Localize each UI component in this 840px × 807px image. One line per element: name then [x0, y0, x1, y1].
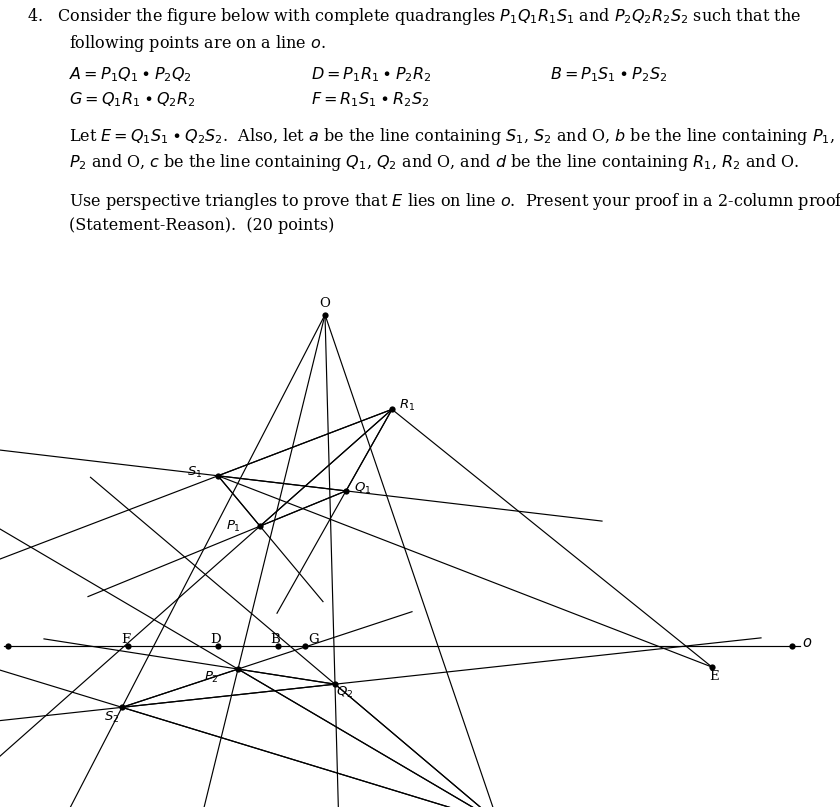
Text: 4.   Consider the figure below with complete quadrangles $P_1Q_1R_1S_1$ and $P_2: 4. Consider the figure below with comple… — [27, 6, 801, 27]
Text: O: O — [319, 297, 330, 310]
Text: F: F — [121, 633, 130, 646]
Text: $D = P_1R_1 \bullet P_2R_2$: $D = P_1R_1 \bullet P_2R_2$ — [311, 65, 431, 84]
Text: $P_2$: $P_2$ — [203, 670, 218, 684]
Text: $S_2$: $S_2$ — [104, 710, 119, 725]
Text: G: G — [308, 633, 318, 646]
Text: $Q_2$: $Q_2$ — [336, 685, 354, 700]
Text: B: B — [270, 633, 281, 646]
Text: D: D — [210, 633, 221, 646]
Text: E: E — [709, 670, 718, 683]
Text: $R_1$: $R_1$ — [399, 398, 415, 413]
Text: $G = Q_1R_1 \bullet Q_2R_2$: $G = Q_1R_1 \bullet Q_2R_2$ — [69, 90, 195, 109]
Text: Let $E = Q_1S_1 \bullet Q_2S_2$.  Also, let $a$ be the line containing $S_1$, $S: Let $E = Q_1S_1 \bullet Q_2S_2$. Also, l… — [69, 126, 835, 147]
Text: $A = P_1Q_1 \bullet P_2Q_2$: $A = P_1Q_1 \bullet P_2Q_2$ — [69, 65, 192, 84]
Text: $P_1$: $P_1$ — [226, 519, 240, 533]
Text: $P_2$ and O, $c$ be the line containing $Q_1$, $Q_2$ and O, and $d$ be the line : $P_2$ and O, $c$ be the line containing … — [69, 153, 799, 174]
Text: $Q_1$: $Q_1$ — [354, 481, 371, 496]
Text: $o$: $o$ — [802, 637, 812, 650]
Text: $F = R_1S_1 \bullet R_2S_2$: $F = R_1S_1 \bullet R_2S_2$ — [311, 90, 429, 109]
Text: Use perspective triangles to prove that $E$ lies on line $o$.  Present your proo: Use perspective triangles to prove that … — [69, 191, 840, 212]
Text: $S_1$: $S_1$ — [186, 466, 202, 480]
Text: (Statement-Reason).  (20 points): (Statement-Reason). (20 points) — [69, 217, 334, 235]
Text: $B = P_1S_1 \bullet P_2S_2$: $B = P_1S_1 \bullet P_2S_2$ — [550, 65, 667, 84]
Text: following points are on a line $o$.: following points are on a line $o$. — [69, 32, 326, 53]
